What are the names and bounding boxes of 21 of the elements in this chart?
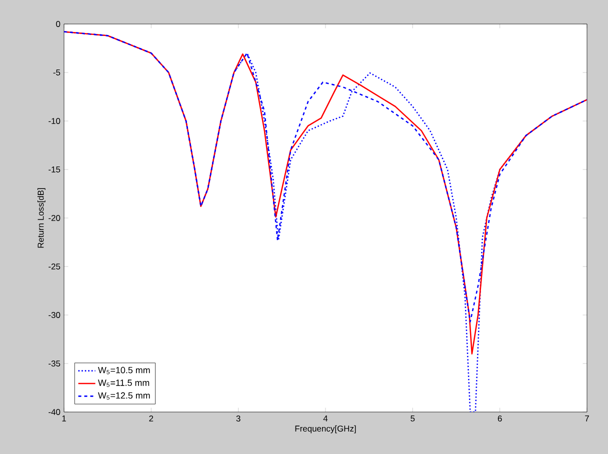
y-tick-label: -15: [48, 166, 60, 172]
y-axis-title: Return Loss[dB]: [37, 188, 46, 248]
y-tick-label: -25: [48, 264, 60, 270]
y-tick-label: -35: [48, 360, 60, 366]
legend-label: W$_{5}$=11.5 mm: [98, 380, 150, 387]
x-tick-label: 6: [498, 416, 502, 422]
legend-label: W$_{5}$=10.5 mm: [98, 366, 150, 374]
legend-label: W$_{5}$=12.5 mm: [98, 392, 150, 400]
y-tick-label: -5: [53, 70, 60, 76]
y-tick-label: -40: [48, 409, 60, 415]
x-tick-label: 2: [149, 416, 154, 422]
x-tick-label: 1: [62, 416, 66, 422]
y-tick-label: -10: [48, 118, 60, 124]
y-tick-label: -20: [48, 215, 60, 221]
x-tick-label: 7: [585, 416, 589, 422]
x-axis-title: Frequency[GHz]: [295, 425, 356, 434]
y-tick-label: 0: [56, 21, 60, 27]
x-tick-label: 5: [410, 416, 415, 422]
y-tick-label: -30: [48, 312, 60, 318]
x-tick-label: 4: [323, 416, 328, 422]
x-tick-label: 3: [236, 416, 240, 422]
